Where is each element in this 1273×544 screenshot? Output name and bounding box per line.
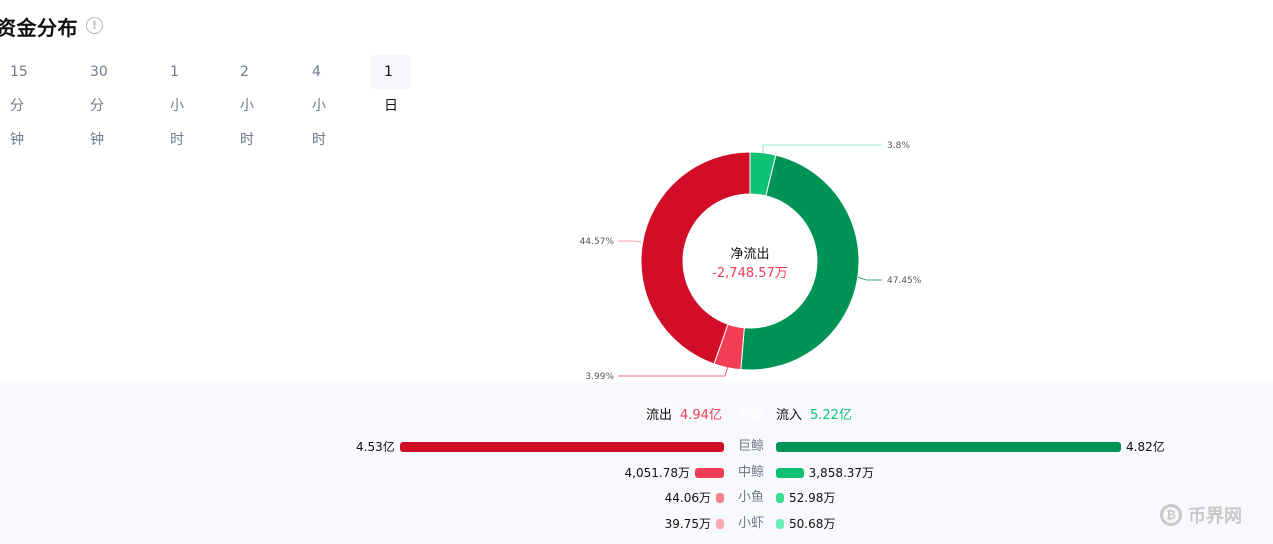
inflow-amount: 4.82亿 (1126, 440, 1165, 454)
category-label: 中鲸 (738, 465, 765, 480)
donut-chart: 3.8% 47.45% 3.99% 44.57% (580, 141, 922, 382)
outflow-amount: 44.06万 (664, 491, 711, 505)
donut-center-value: -2,748.57万 (712, 266, 788, 281)
tab-1h[interactable]: 1小时 (170, 64, 184, 148)
inflow-bar (776, 519, 784, 529)
outflow-bar (716, 493, 724, 503)
inflow-amount: 3,858.37万 (808, 466, 875, 480)
category-label: 小鱼 (738, 490, 765, 505)
watermark-text: 币界网 (1188, 506, 1242, 527)
donut-slice-1[interactable] (740, 154, 860, 371)
slice-label-0: 3.8% (887, 141, 910, 151)
outflow-amount: 39.75万 (664, 517, 711, 531)
outflow-amount: 4,051.78万 (624, 466, 690, 480)
info-circle-icon[interactable]: ! (86, 17, 103, 34)
inflow-bar (776, 468, 804, 478)
slice-label-2: 3.99% (585, 372, 614, 382)
tab-1d[interactable]: 1日 (371, 55, 411, 114)
outflow-bar (716, 519, 724, 529)
page-title: 资金分布 (0, 16, 78, 40)
tab-4h[interactable]: 4小时 (312, 64, 326, 148)
outflow-bar (694, 468, 724, 478)
outflow-label: 流出 (646, 408, 673, 423)
outflow-bar (399, 442, 724, 452)
inflow-amount: 52.98万 (789, 491, 836, 505)
flow-panel (0, 383, 1273, 544)
outflow-value: 4.94亿 (680, 408, 722, 423)
category-label: 小虾 (738, 516, 765, 531)
flow-row: 44.06万 小鱼 52.98万 (0, 488, 1273, 508)
leader-line-0 (762, 144, 882, 153)
inflow-bar (776, 442, 1121, 452)
category-label: 巨鲸 (738, 439, 765, 454)
inflow-amount: 50.68万 (789, 517, 836, 531)
donut-slice-3[interactable] (640, 151, 751, 365)
donut-center-label: 净流出 (730, 247, 770, 262)
slice-label-3: 44.57% (580, 237, 615, 247)
leader-line-2 (618, 365, 729, 377)
slice-label-1: 47.45% (887, 276, 922, 286)
tab-15m[interactable]: 15分钟 (10, 64, 28, 148)
inflow-bar (776, 493, 784, 503)
hidden-spacer-label: 巨鲸 (738, 408, 765, 423)
bitcoin-icon: ₿ (1160, 504, 1182, 526)
inflow-value: 5.22亿 (810, 408, 852, 423)
inflow-label: 流入 (776, 408, 803, 423)
leader-line-1 (857, 276, 882, 281)
outflow-amount: 4.53亿 (356, 440, 395, 454)
watermark-logo: ₿ 币界网 (1160, 502, 1242, 528)
flow-row: 39.75万 小虾 50.68万 (0, 514, 1273, 534)
flow-row: 4,051.78万 中鲸 3,858.37万 (0, 463, 1273, 483)
leader-line-3 (618, 240, 642, 243)
tab-30m[interactable]: 30分钟 (90, 64, 108, 148)
tab-2h[interactable]: 2小时 (240, 64, 254, 148)
flow-row: 4.53亿 巨鲸 4.82亿 (0, 437, 1273, 457)
